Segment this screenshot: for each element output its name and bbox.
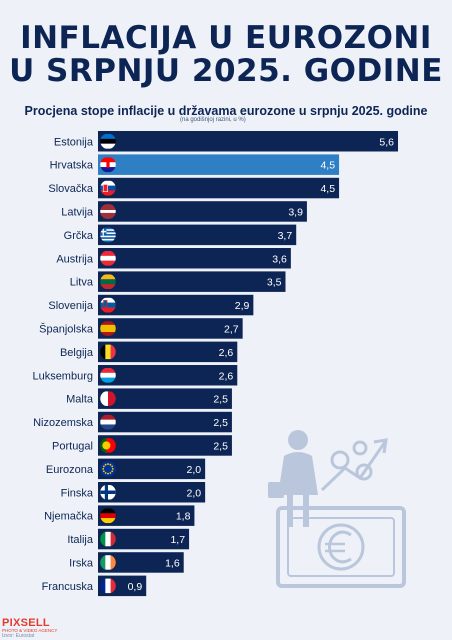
- woman-shopper-icon: [268, 430, 318, 527]
- category-label: Španjolska: [39, 322, 94, 335]
- france-flag-icon: [100, 578, 116, 594]
- source-note: Izvor: Eurostat: [2, 633, 35, 639]
- title-line-2: U SRPNJU 2025. GODINE: [9, 53, 443, 89]
- page-title: INFLACIJA U EUROZONI U SRPNJU 2025. GODI…: [0, 22, 452, 88]
- value-label: 0,9: [128, 581, 143, 593]
- bar-13: [98, 435, 232, 456]
- logo-tagline: PHOTO & VIDEO AGENCY: [2, 628, 58, 633]
- bar-9: [98, 341, 238, 363]
- value-label: 3,5: [267, 277, 282, 289]
- value-label: 2,5: [213, 394, 228, 406]
- value-label: 2,5: [213, 417, 228, 429]
- bar-17: [98, 528, 190, 550]
- value-label: 1,8: [176, 511, 191, 523]
- value-label: 3,9: [288, 206, 303, 218]
- value-label: 3,7: [278, 230, 293, 242]
- austria-flag-icon: [100, 251, 116, 266]
- bar-6: [98, 271, 286, 292]
- value-label: 1,7: [170, 534, 185, 546]
- latvia-flag-icon: [100, 204, 116, 219]
- netherlands-flag-icon: [100, 414, 116, 430]
- bar-0: [98, 131, 398, 152]
- category-label: Slovenija: [48, 300, 94, 312]
- slovakia-flag-icon: [100, 180, 116, 196]
- bar-14: [98, 458, 206, 480]
- category-label: Irska: [69, 557, 94, 569]
- value-label: 2,9: [235, 300, 250, 312]
- category-label: Litva: [70, 277, 94, 289]
- bar-12: [98, 411, 232, 433]
- value-label: 2,6: [219, 347, 234, 359]
- category-label: Belgija: [60, 347, 94, 359]
- croatia-flag-icon: [100, 157, 116, 173]
- bar-8: [98, 318, 243, 339]
- bar-4: [98, 224, 297, 246]
- value-label: 1,6: [165, 557, 180, 569]
- lithuania-flag-icon: [100, 274, 116, 290]
- italy-flag-icon: [100, 531, 116, 547]
- category-label: Portugal: [52, 440, 93, 452]
- ireland-flag-icon: [100, 555, 116, 570]
- value-label: 2,5: [213, 440, 228, 452]
- luxembourg-flag-icon: [100, 368, 116, 383]
- decoration-illustration: [268, 430, 406, 588]
- category-label: Luksemburg: [32, 370, 93, 382]
- title-line-1: INFLACIJA U EUROZONI: [20, 20, 432, 56]
- estonia-flag-icon: [100, 134, 116, 149]
- bar-10: [98, 365, 238, 386]
- bar-2: [98, 177, 340, 199]
- value-label: 2,0: [187, 487, 202, 499]
- bar-11: [98, 388, 232, 409]
- category-label: Hrvatska: [50, 160, 94, 172]
- malta-flag-icon: [100, 391, 116, 406]
- category-label: Latvija: [61, 206, 94, 218]
- value-label: 5,6: [379, 136, 394, 148]
- bar-1: [98, 154, 340, 175]
- category-label: Austrija: [56, 253, 94, 265]
- value-label: 2,0: [187, 464, 202, 476]
- value-label: 3,6: [272, 253, 287, 265]
- category-label: Italija: [67, 534, 94, 546]
- category-label: Grčka: [64, 230, 94, 242]
- portugal-flag-icon: [100, 438, 116, 453]
- value-label: 2,7: [224, 323, 239, 335]
- value-label: 4,5: [320, 160, 335, 172]
- inflation-arrow-icon: [320, 438, 388, 492]
- spain-flag-icon: [100, 321, 116, 336]
- pixsell-logo: PIXSELL: [2, 617, 50, 629]
- bar-15: [98, 482, 206, 503]
- belgium-flag-icon: [100, 344, 116, 360]
- greece-flag-icon: [100, 227, 116, 243]
- bar-7: [98, 294, 254, 316]
- bar-18: [98, 552, 184, 573]
- slovenia-flag-icon: [100, 297, 116, 313]
- bar-3: [98, 201, 307, 222]
- category-label: Eurozona: [46, 464, 94, 476]
- finland-flag-icon: [100, 485, 116, 500]
- category-label: Njemačka: [44, 511, 94, 523]
- category-label: Nizozemska: [33, 417, 94, 429]
- chart-subtitle: (na godišnjoj razini, u %): [180, 117, 246, 123]
- category-label: Finska: [61, 487, 94, 499]
- value-label: 2,6: [219, 370, 234, 382]
- bar-16: [98, 505, 195, 526]
- category-label: Slovačka: [48, 183, 94, 195]
- category-label: Malta: [66, 394, 94, 406]
- eu-flag-icon: [100, 461, 116, 477]
- bar-5: [98, 248, 291, 269]
- euro-banknote-icon: [276, 506, 406, 588]
- category-label: Francuska: [42, 581, 94, 593]
- category-label: Estonija: [54, 136, 94, 148]
- value-label: 4,5: [320, 183, 335, 195]
- germany-flag-icon: [100, 508, 116, 524]
- chart-title: Procjena stope inflacije u državama euro…: [24, 104, 428, 118]
